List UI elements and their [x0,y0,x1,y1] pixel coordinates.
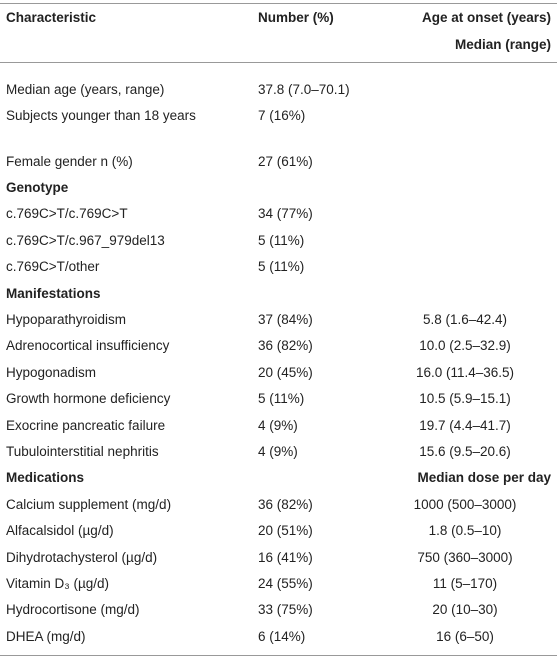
number-cell: 5 (11%) [258,259,305,275]
header-cell: Number (%) [258,10,334,25]
header-cell: Age at onset (years) [421,10,551,25]
section-heading: Genotype [6,179,69,195]
range-cell: 1000 (500–3000) [413,496,517,512]
header-cell: Median (range) [454,37,551,52]
header-rule [0,62,557,63]
range-cell: 20 (10–30) [432,602,498,618]
range-cell: 10.0 (2.5–32.9) [419,338,511,354]
range-cell: 750 (360–3000) [417,549,513,565]
number-cell: 24 (55%) [258,575,313,591]
section-heading: Medications [6,470,85,486]
row-label: Exocrine pancreatic failure [6,417,166,433]
number-cell: 34 (77%) [258,206,313,222]
number-cell: 7 (16%) [258,107,306,123]
header-cell: Characteristic [6,10,97,25]
number-cell: 20 (45%) [258,364,313,380]
number-cell: 4 (9%) [258,417,298,433]
row-label: Tubulointerstitial nephritis [6,443,159,459]
number-cell: 27 (61%) [258,153,313,169]
row-label: Alfacalsidol (µg/d) [6,523,114,539]
section-heading: Manifestations [6,285,101,301]
number-cell: 36 (82%) [258,496,313,512]
number-cell: 5 (11%) [258,232,305,248]
row-label: Adrenocortical insufficiency [6,338,170,354]
range-cell: 10.5 (5.9–15.1) [419,391,511,407]
number-cell: 16 (41%) [258,549,313,565]
number-cell: 37 (84%) [258,311,313,327]
section-subheading: Median dose per day [417,470,551,486]
row-label: c.769C>T/other [6,259,100,275]
row-label: c.769C>T/c.967_979del13 [6,232,165,248]
number-cell: 5 (11%) [258,391,305,407]
number-cell: 4 (9%) [258,443,298,459]
row-label: Subjects younger than 18 years [6,107,196,123]
row-label: Calcium supplement (mg/d) [6,496,172,512]
row-label: Dihydrotachysterol (µg/d) [6,549,158,565]
row-label: Hypoparathyroidism [6,311,127,327]
row-label: Growth hormone deficiency [6,391,171,407]
range-cell: 16 (6–50) [436,628,494,644]
row-label: c.769C>T/c.769C>T [6,206,128,222]
row-label: Vitamin D₃ (µg/d) [6,575,110,591]
row-label: Female gender n (%) [6,153,133,169]
range-cell: 11 (5–170) [432,575,498,591]
number-cell: 33 (75%) [258,602,313,618]
range-cell: 5.8 (1.6–42.4) [422,311,508,327]
row-label: DHEA (mg/d) [6,628,86,644]
row-label: Hypogonadism [6,364,97,380]
number-cell: 36 (82%) [258,338,313,354]
number-cell: 6 (14%) [258,628,306,644]
bottom-rule [0,655,557,656]
row-label: Median age (years, range) [6,81,165,97]
top-rule [0,3,557,4]
range-cell: 1.8 (0.5–10) [428,523,502,539]
number-cell: 37.8 (7.0–70.1) [258,81,350,97]
range-cell: 19.7 (4.4–41.7) [419,417,511,433]
range-cell: 15.6 (9.5–20.6) [419,443,511,459]
range-cell: 16.0 (11.4–36.5) [415,364,515,380]
number-cell: 20 (51%) [258,523,313,539]
row-label: Hydrocortisone (mg/d) [6,602,140,618]
